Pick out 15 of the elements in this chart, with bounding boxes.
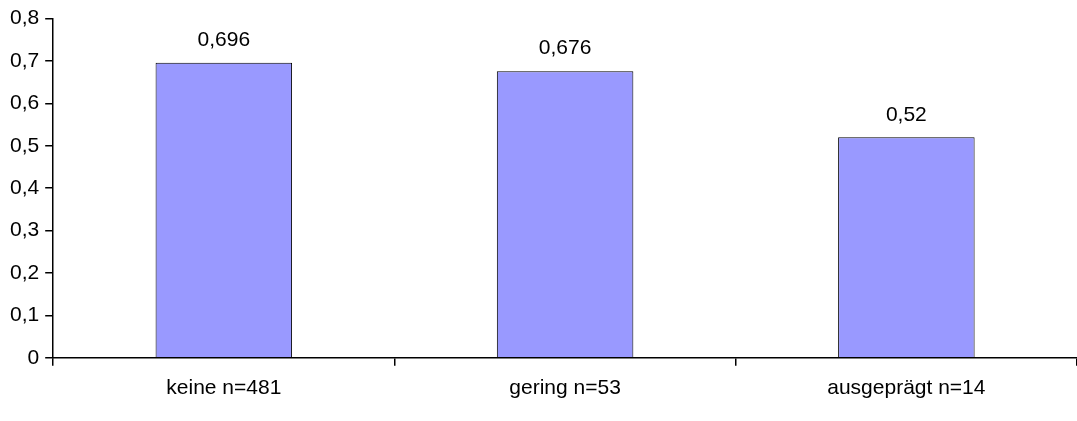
y-tick-label: 0,2 [9, 259, 40, 283]
y-tick-label: 0 [27, 344, 40, 368]
y-tick-label: 0,3 [9, 217, 40, 241]
y-tick-label: 0,6 [9, 90, 40, 114]
x-tick-label: gering n=53 [509, 375, 621, 399]
y-tick-label: 0,4 [9, 175, 40, 198]
data-label: 0,52 [885, 101, 927, 125]
y-tick-label: 0,7 [9, 47, 40, 71]
y-tick-label: 0,1 [9, 302, 40, 326]
data-label: 0,676 [538, 35, 592, 59]
x-tick-label: ausgeprägt n=14 [827, 375, 986, 399]
data-label: 0,696 [197, 26, 251, 50]
x-tick-label: keine n=481 [166, 375, 282, 399]
y-tick-label: 0,8 [9, 5, 40, 29]
y-tick-label: 0,5 [9, 132, 40, 156]
